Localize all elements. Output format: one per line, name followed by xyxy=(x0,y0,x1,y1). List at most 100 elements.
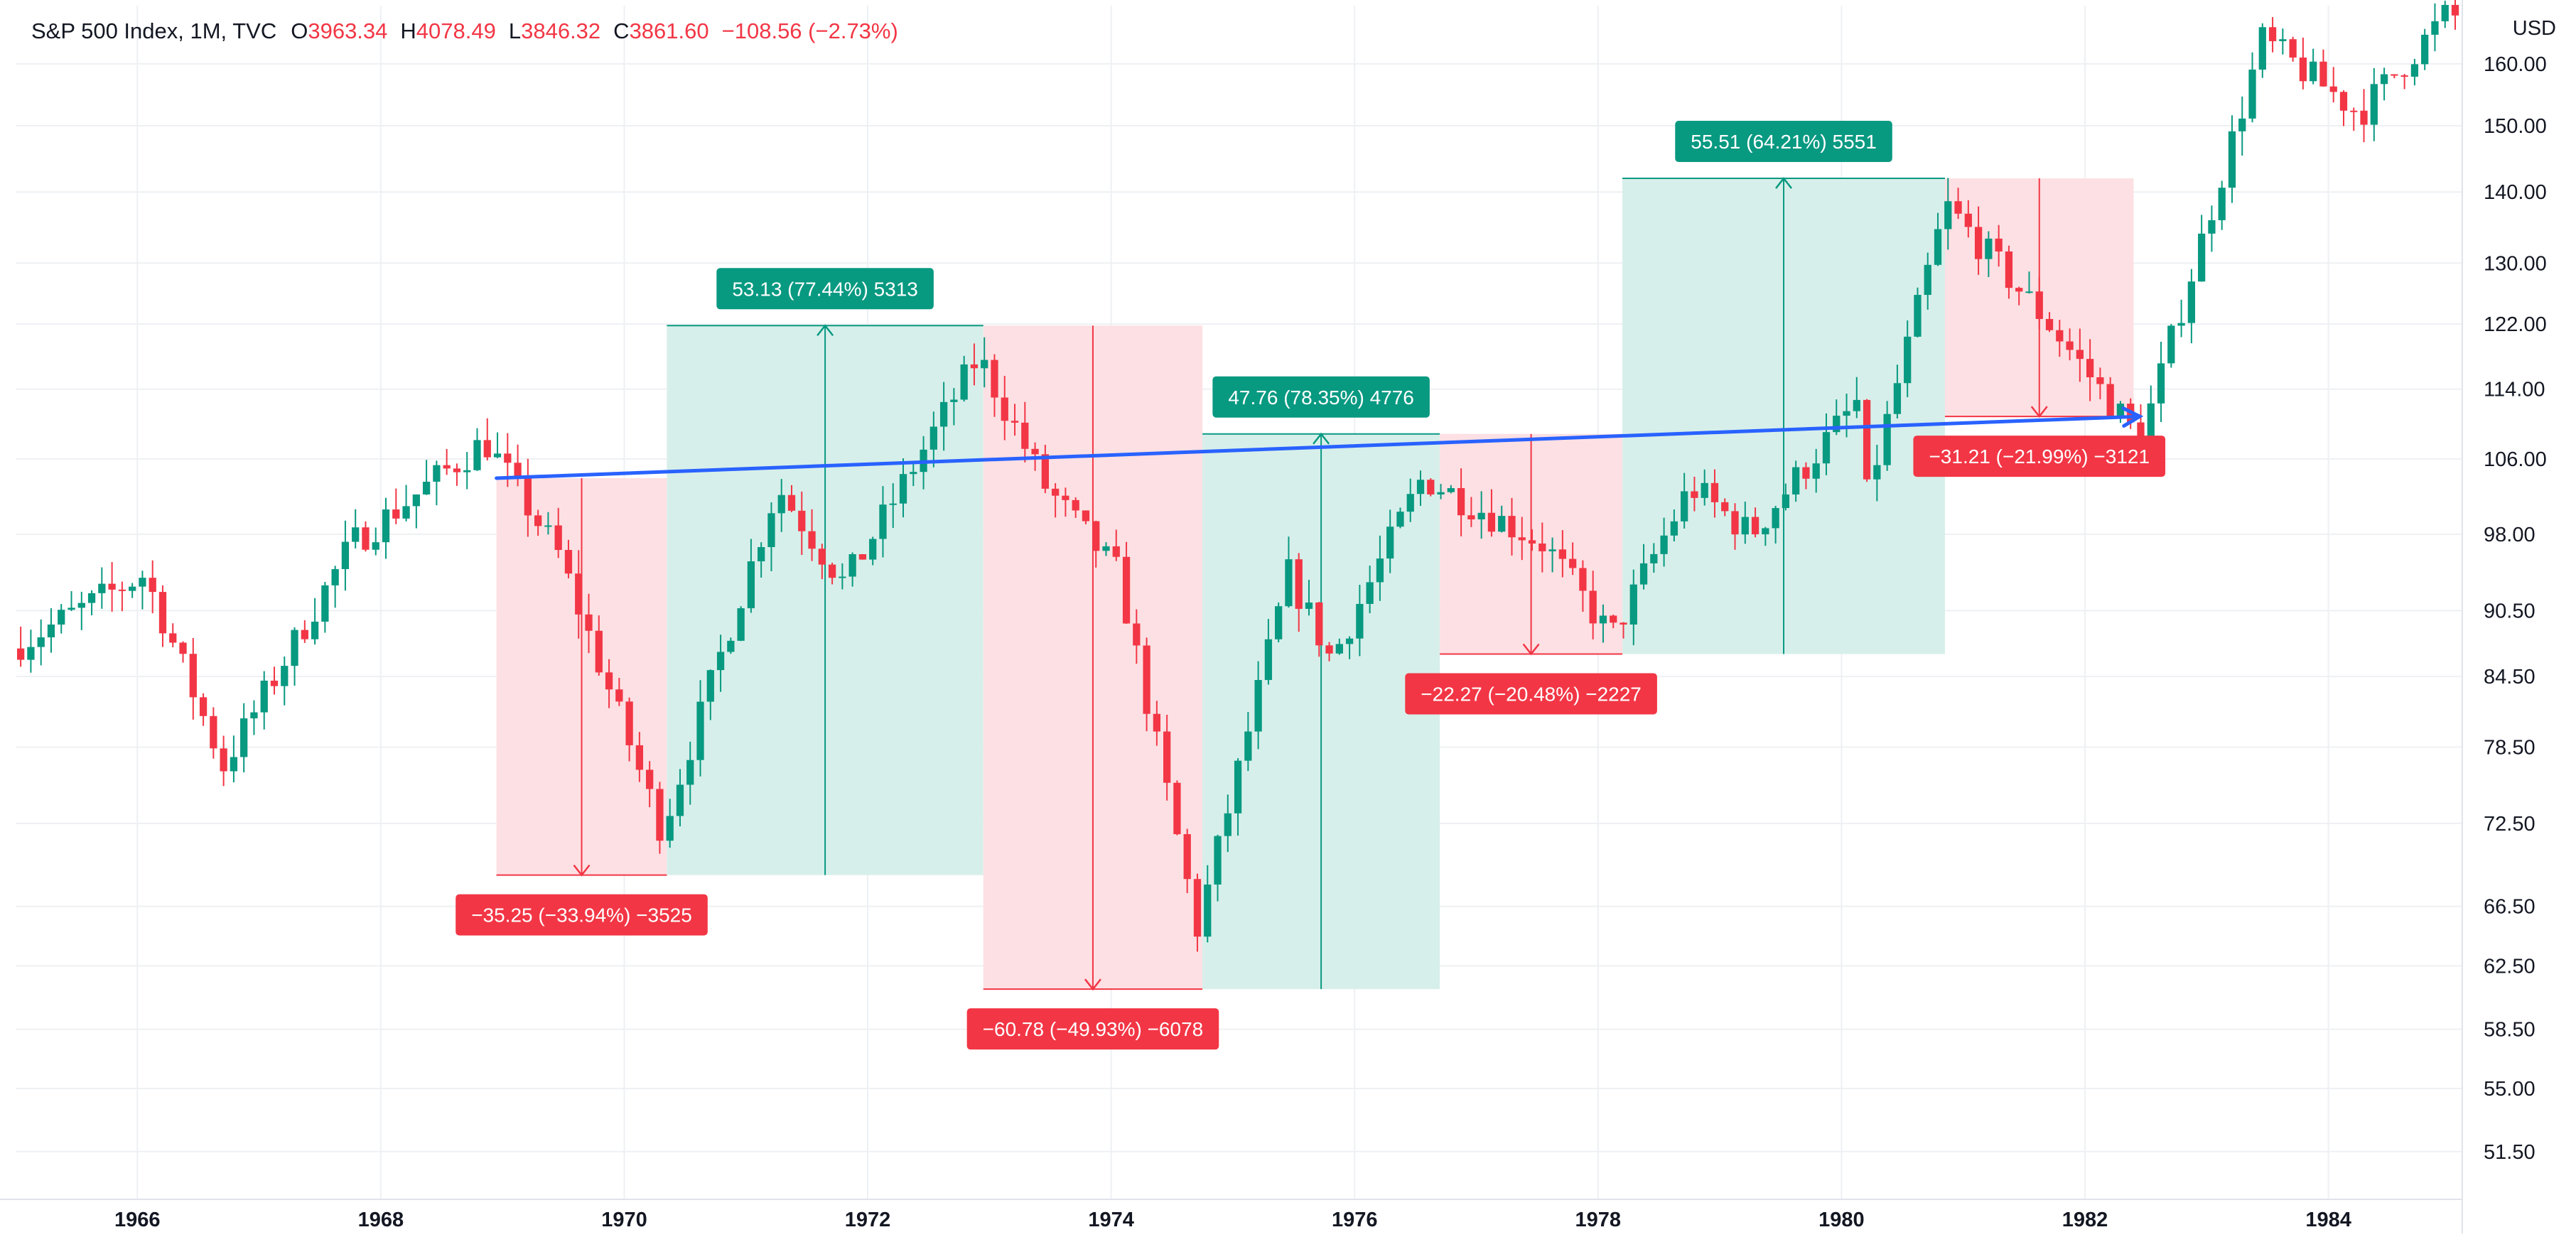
candle-up xyxy=(1833,416,1841,433)
candle-down xyxy=(169,633,177,643)
y-tick-label: 84.50 xyxy=(2484,666,2535,688)
candle-up xyxy=(1102,546,1110,551)
candle-up xyxy=(960,364,968,400)
candle-down xyxy=(1751,517,1759,535)
candle-down xyxy=(158,592,167,634)
candle-up xyxy=(1934,229,1942,265)
candle-up xyxy=(1893,383,1902,414)
candle-down xyxy=(1508,516,1516,538)
candle-up xyxy=(422,481,431,495)
candle-down xyxy=(199,697,208,716)
candle-down xyxy=(1721,502,1729,512)
y-tick-label: 160.00 xyxy=(2484,53,2547,76)
candle-up xyxy=(929,426,937,450)
candle-up xyxy=(1498,516,1506,532)
candle-up xyxy=(1904,336,1912,384)
candle-up xyxy=(2258,27,2266,70)
candle-down xyxy=(787,495,796,511)
ohlc-close-label: C xyxy=(613,18,630,43)
candle-down xyxy=(1133,623,1141,646)
ohlc-close-value: 3861.60 xyxy=(629,18,709,43)
symbol-title: S&P 500 Index, 1M, TVC xyxy=(31,18,277,43)
candle-up xyxy=(879,504,887,539)
symbol-legend: S&P 500 Index, 1M, TVC O3963.34 H4078.49 L3… xyxy=(31,18,898,44)
candle-up xyxy=(950,399,958,402)
candle-up xyxy=(1629,584,1637,625)
ohlc-open-label: O xyxy=(291,18,308,43)
candle-down xyxy=(554,525,562,551)
candle-up xyxy=(1822,432,1831,464)
y-tick-label: 106.00 xyxy=(2484,448,2547,471)
candle-down xyxy=(108,583,116,590)
candle-up xyxy=(260,680,268,713)
candle-up xyxy=(240,718,248,757)
candle-up xyxy=(758,546,765,562)
candle-up xyxy=(848,553,856,577)
y-tick-label: 72.50 xyxy=(2484,813,2535,836)
candle-down xyxy=(615,689,623,702)
y-tick-label: 66.50 xyxy=(2484,896,2535,919)
candle-down xyxy=(118,589,126,591)
candle-up xyxy=(2147,403,2155,453)
candle-down xyxy=(1193,879,1202,937)
x-tick-label: 1980 xyxy=(1818,1209,1865,1231)
candle-down xyxy=(1731,511,1739,535)
candle-up xyxy=(230,757,238,772)
candle-down xyxy=(1528,540,1536,544)
candle-down xyxy=(828,564,836,578)
candle-down xyxy=(1163,731,1171,783)
candle-down xyxy=(808,531,816,549)
candle-up xyxy=(2228,131,2236,188)
candle-down xyxy=(220,748,227,772)
candle-down xyxy=(575,573,583,615)
x-tick-label: 1984 xyxy=(2305,1209,2351,1231)
candle-down xyxy=(1325,645,1333,654)
candle-up xyxy=(2248,69,2256,119)
candle-up xyxy=(2167,325,2175,364)
candle-up xyxy=(1224,813,1232,836)
candle-up xyxy=(1234,760,1242,814)
candle-down xyxy=(301,630,308,639)
x-tick-label: 1978 xyxy=(1575,1209,1622,1231)
candle-up xyxy=(2116,404,2125,418)
measure-arrow-head xyxy=(817,324,834,337)
candle-up xyxy=(250,712,258,719)
candle-down xyxy=(585,614,593,631)
x-tick-label: 1972 xyxy=(845,1209,891,1231)
x-tick-label: 1968 xyxy=(358,1209,404,1231)
measure-label-box xyxy=(966,1008,1219,1050)
candle-down xyxy=(1062,495,1069,500)
candle-down xyxy=(564,550,573,574)
candle-down xyxy=(1295,559,1303,609)
candle-up xyxy=(1447,488,1455,492)
candle-down xyxy=(1092,521,1100,551)
candle-up xyxy=(412,494,420,507)
y-tick-label: 150.00 xyxy=(2484,115,2547,138)
candle-up xyxy=(1416,480,1425,495)
candle-up xyxy=(1782,494,1790,509)
candle-down xyxy=(1051,488,1060,496)
y-tick-label: 114.00 xyxy=(2484,379,2545,401)
candle-up xyxy=(839,576,846,578)
candle-up xyxy=(1639,563,1648,585)
price-change: −108.56 (−2.73%) xyxy=(721,18,898,43)
candle-up xyxy=(1883,414,1891,465)
currency-label[interactable]: USD xyxy=(2512,17,2556,40)
candle-up xyxy=(737,608,745,641)
y-tick-label: 62.50 xyxy=(2484,955,2535,978)
candle-up xyxy=(1985,238,1993,259)
candle-down xyxy=(2319,61,2327,87)
candle-up xyxy=(767,513,775,547)
measure-label-down: −35.25 (−33.94%) −3525 xyxy=(456,894,708,936)
candle-up xyxy=(1305,603,1313,609)
candles xyxy=(16,0,2459,952)
trend-line[interactable] xyxy=(495,406,2144,480)
candle-up xyxy=(382,509,390,543)
candle-up xyxy=(473,440,481,470)
candle-up xyxy=(899,474,907,504)
candle-down xyxy=(149,578,156,593)
candle-down xyxy=(1183,834,1191,880)
candle-up xyxy=(1741,517,1749,535)
